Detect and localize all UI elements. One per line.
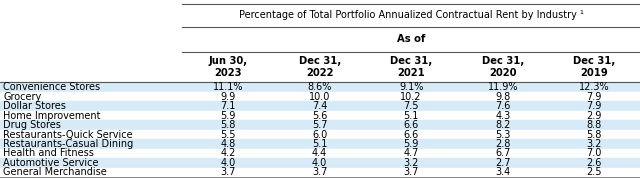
Text: Dollar Stores: Dollar Stores	[3, 101, 66, 111]
Text: 5.6: 5.6	[312, 111, 328, 120]
Bar	[0, 120, 640, 130]
Text: 5.9: 5.9	[220, 111, 236, 120]
Text: 7.5: 7.5	[403, 101, 419, 111]
Text: 2.9: 2.9	[586, 111, 602, 120]
Text: Dec 31,
2022: Dec 31, 2022	[298, 56, 341, 78]
Text: 7.9: 7.9	[586, 101, 602, 111]
Text: 10.2: 10.2	[401, 92, 422, 101]
Text: Dec 31,
2019: Dec 31, 2019	[573, 56, 616, 78]
Text: 4.0: 4.0	[221, 158, 236, 168]
Text: 6.7: 6.7	[495, 149, 511, 158]
Bar	[0, 111, 640, 120]
Text: 7.1: 7.1	[220, 101, 236, 111]
Text: 2.8: 2.8	[495, 139, 511, 149]
Text: 5.5: 5.5	[220, 130, 236, 139]
Text: 5.7: 5.7	[312, 120, 328, 130]
Bar	[0, 101, 640, 111]
Bar	[0, 130, 640, 139]
Bar	[0, 92, 640, 101]
Text: Automotive Service: Automotive Service	[3, 158, 99, 168]
Text: 6.6: 6.6	[404, 130, 419, 139]
Text: 5.8: 5.8	[220, 120, 236, 130]
Text: Dec 31,
2020: Dec 31, 2020	[481, 56, 524, 78]
Text: As of: As of	[397, 34, 426, 44]
Bar	[0, 158, 640, 168]
Text: Convenience Stores: Convenience Stores	[3, 82, 100, 92]
Text: 3.4: 3.4	[495, 168, 510, 177]
Text: 2.5: 2.5	[586, 168, 602, 177]
Text: 8.2: 8.2	[495, 120, 511, 130]
Text: 10.0: 10.0	[309, 92, 330, 101]
Text: 3.7: 3.7	[220, 168, 236, 177]
Text: Restaurants-Quick Service: Restaurants-Quick Service	[3, 130, 133, 139]
Text: 4.2: 4.2	[220, 149, 236, 158]
Text: 5.1: 5.1	[312, 139, 328, 149]
Text: 7.4: 7.4	[312, 101, 328, 111]
Text: Home Improvement: Home Improvement	[3, 111, 100, 120]
Text: 8.8: 8.8	[587, 120, 602, 130]
Text: 7.0: 7.0	[586, 149, 602, 158]
Text: 3.7: 3.7	[403, 168, 419, 177]
Text: Health and Fitness: Health and Fitness	[3, 149, 94, 158]
Text: 2.6: 2.6	[586, 158, 602, 168]
Text: Grocery: Grocery	[3, 92, 42, 101]
Text: Drug Stores: Drug Stores	[3, 120, 61, 130]
Bar	[0, 149, 640, 158]
Text: 7.6: 7.6	[495, 101, 511, 111]
Bar	[0, 139, 640, 149]
Text: 4.8: 4.8	[221, 139, 236, 149]
Text: 6.6: 6.6	[404, 120, 419, 130]
Text: 4.3: 4.3	[495, 111, 510, 120]
Text: 8.6%: 8.6%	[307, 82, 332, 92]
Text: 9.1%: 9.1%	[399, 82, 424, 92]
Text: 6.0: 6.0	[312, 130, 327, 139]
Text: 5.3: 5.3	[495, 130, 511, 139]
Text: 5.8: 5.8	[586, 130, 602, 139]
Text: 5.9: 5.9	[403, 139, 419, 149]
Text: 11.9%: 11.9%	[488, 82, 518, 92]
Text: 12.3%: 12.3%	[579, 82, 609, 92]
Text: 9.8: 9.8	[495, 92, 510, 101]
Text: 3.2: 3.2	[586, 139, 602, 149]
Text: 3.7: 3.7	[312, 168, 328, 177]
Text: 4.0: 4.0	[312, 158, 327, 168]
Text: 4.4: 4.4	[312, 149, 327, 158]
Text: 3.2: 3.2	[403, 158, 419, 168]
Text: 9.9: 9.9	[221, 92, 236, 101]
Text: General Merchandise: General Merchandise	[3, 168, 107, 177]
Text: 4.7: 4.7	[403, 149, 419, 158]
Bar	[0, 168, 640, 177]
Text: 7.9: 7.9	[586, 92, 602, 101]
Text: Dec 31,
2021: Dec 31, 2021	[390, 56, 433, 78]
Text: Jun 30,
2023: Jun 30, 2023	[209, 56, 248, 78]
Text: 11.1%: 11.1%	[213, 82, 243, 92]
Bar	[0, 82, 640, 92]
Text: Percentage of Total Portfolio Annualized Contractual Rent by Industry ¹: Percentage of Total Portfolio Annualized…	[239, 10, 584, 20]
Text: 5.1: 5.1	[403, 111, 419, 120]
Text: 2.7: 2.7	[495, 158, 511, 168]
Text: Restaurants-Casual Dining: Restaurants-Casual Dining	[3, 139, 134, 149]
